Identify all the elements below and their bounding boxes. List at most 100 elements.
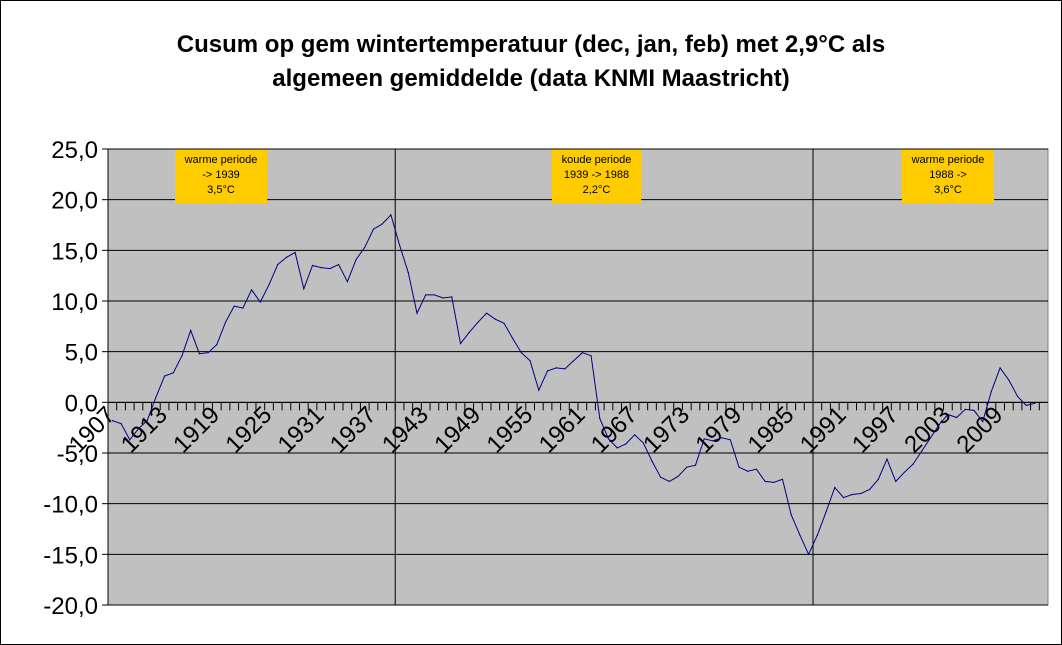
data-point [816,534,819,536]
data-point [860,492,862,495]
period-annotation: warme periode 1988 -> 3,6°C [902,150,994,203]
data-point [755,468,758,470]
data-point [677,475,679,477]
data-point [512,337,514,340]
data-point [634,434,636,436]
period-annotation: koude periode 1939 -> 1988 2,2°C [552,150,641,203]
data-point [799,534,801,536]
data-point [834,486,836,489]
data-point [1016,395,1019,397]
data-point [808,553,810,555]
data-point [668,480,671,482]
data-point [224,321,227,323]
data-point [538,389,540,391]
data-point [721,437,723,439]
annotation-text: warme periode [911,154,985,166]
data-point [503,322,505,324]
data-point [416,312,418,314]
data-point [825,511,827,513]
y-tick-label: 10,0 [51,289,98,316]
data-point [372,228,375,230]
data-point [712,440,714,442]
data-point [1025,404,1027,406]
data-point [407,272,409,274]
annotation-text: 1939 -> 1988 [564,169,629,181]
data-point [990,390,993,392]
data-point [660,476,662,478]
data-point [529,360,531,362]
data-point [486,312,488,314]
data-point [320,267,322,269]
data-point [982,421,984,423]
data-point [285,256,287,258]
data-point [433,294,435,296]
data-point [851,493,853,496]
data-point [294,251,296,253]
data-point [694,464,697,466]
data-point [999,367,1001,369]
annotation-text: koude periode [562,154,632,166]
data-point [929,437,932,439]
data-point [198,353,200,355]
data-point [581,352,584,354]
data-point [259,301,261,303]
data-point [311,264,314,267]
y-tick-label: 15,0 [51,238,98,265]
data-point [399,244,401,246]
data-point [425,294,427,296]
data-point [964,408,966,410]
annotation-text: 2,2°C [583,184,611,196]
data-point [773,481,775,483]
annotation-text: warme periode [184,154,258,166]
data-point [747,470,749,472]
data-point [625,443,627,445]
data-point [938,424,940,426]
data-point [346,281,348,283]
annotation-box [175,150,267,203]
data-point [355,258,357,261]
data-point [268,284,270,286]
annotation-text: 1988 -> [929,169,967,181]
data-point [599,417,601,420]
data-point [242,307,244,309]
data-point [172,372,174,374]
data-point [1034,402,1036,404]
annotation-text: 3,5°C [207,184,235,196]
data-point [607,438,610,440]
data-point [703,438,705,440]
data-point [155,396,157,398]
data-point [190,329,192,331]
data-point [921,450,923,452]
data-point [164,375,166,377]
data-point [764,480,766,482]
y-tick-label: 25,0 [51,137,98,164]
data-point [781,478,784,480]
data-point [895,480,897,482]
data-point [216,344,218,346]
annotation-text: -> 1939 [202,169,240,181]
data-point [129,439,131,441]
chart-title: Cusum op gem wintertemperatuur (dec, jan… [0,28,1062,96]
data-point [459,343,462,345]
data-point [869,488,871,491]
data-point [616,447,618,449]
data-point [555,367,557,369]
data-point [329,268,331,270]
data-point [877,478,879,480]
data-point [277,263,279,266]
y-tick-label: -10,0 [43,492,98,519]
data-point [886,458,888,460]
data-point [303,288,305,290]
data-point [207,352,209,354]
data-point [251,289,253,291]
data-point [477,321,479,323]
data-point [956,416,958,419]
data-point [912,463,914,465]
y-tick-label: 5,0 [65,340,98,367]
data-point [842,497,845,499]
data-point [364,246,366,248]
data-point [790,514,792,516]
data-point [233,305,235,307]
data-point [903,471,906,473]
chart-title-line-2: algemeen gemiddelde (data KNMI Maastrich… [272,65,790,92]
